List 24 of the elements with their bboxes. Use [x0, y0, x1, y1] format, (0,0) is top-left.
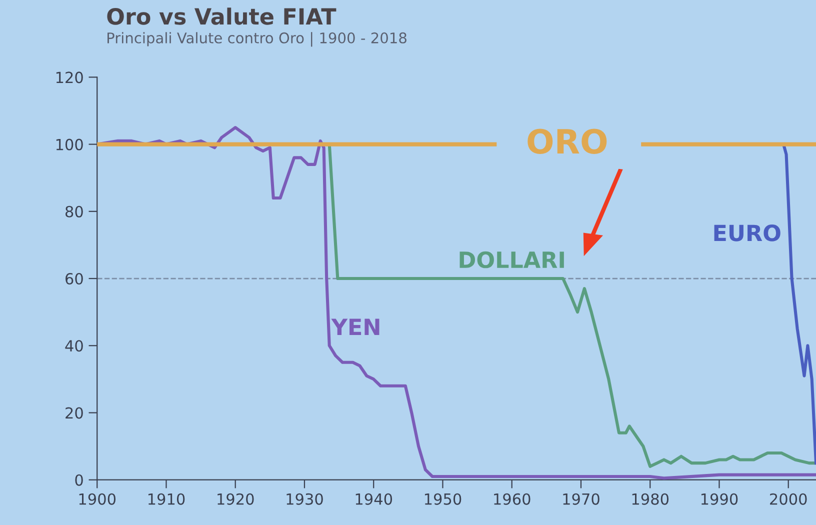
series-label: EURO	[714, 224, 780, 242]
series-label: DOLLARI	[460, 251, 564, 268]
chart-title: Oro vs Valute FIAT	[107, 8, 336, 25]
x-tick-label: 1930	[286, 493, 323, 505]
x-tick-label: 2000	[770, 493, 807, 505]
series-label: ORO	[528, 128, 607, 154]
x-tick-label: 1950	[424, 493, 462, 505]
y-tick-label: 20	[66, 407, 83, 419]
y-tick-label: 80	[66, 206, 83, 218]
x-tick-label: 1990	[701, 493, 738, 505]
y-tick-label: 120	[56, 72, 83, 84]
series-label: YEN	[331, 318, 380, 335]
x-tick-label: 1920	[218, 493, 254, 505]
chart-subtitle: Principali Valute contro Oro | 1900 - 2018	[108, 32, 406, 47]
y-tick-label: 60	[66, 272, 83, 285]
x-tick-label: 1910	[148, 493, 185, 505]
x-tick-label: 1980	[632, 493, 669, 505]
x-tick-label: 1970	[563, 493, 600, 505]
y-tick-label: 40	[65, 340, 83, 352]
x-tick-label: 1960	[494, 493, 530, 505]
y-tick-label: 100	[56, 138, 83, 150]
x-tick-label: 1940	[356, 493, 392, 505]
y-tick-label: 0	[75, 474, 83, 486]
x-tick-label: 1900	[79, 493, 116, 505]
